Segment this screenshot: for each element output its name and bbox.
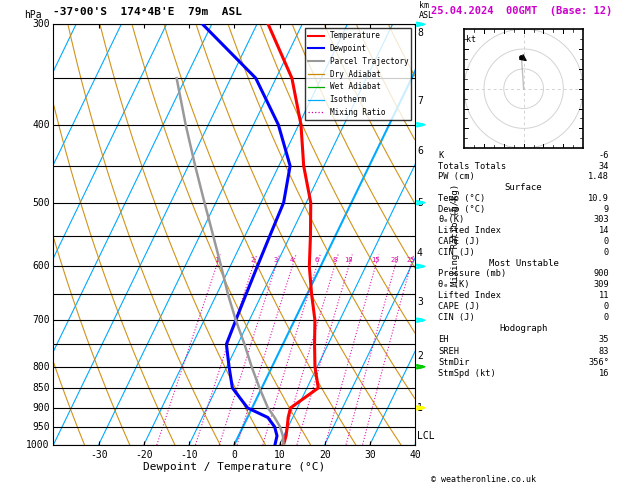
Text: 0: 0 bbox=[604, 248, 609, 257]
Text: 7: 7 bbox=[417, 96, 423, 106]
Text: 0: 0 bbox=[604, 302, 609, 312]
Text: 14: 14 bbox=[599, 226, 609, 235]
Text: K: K bbox=[438, 152, 443, 160]
Text: 16: 16 bbox=[599, 369, 609, 378]
Text: 10.9: 10.9 bbox=[588, 194, 609, 203]
Text: Lifted Index: Lifted Index bbox=[438, 226, 501, 235]
Text: 10: 10 bbox=[345, 257, 353, 263]
Text: 11: 11 bbox=[599, 291, 609, 300]
Text: θₑ(K): θₑ(K) bbox=[438, 215, 465, 225]
Text: 83: 83 bbox=[599, 347, 609, 356]
Text: 900: 900 bbox=[32, 403, 50, 413]
Text: © weatheronline.co.uk: © weatheronline.co.uk bbox=[431, 474, 536, 484]
Text: 3: 3 bbox=[274, 257, 278, 263]
Text: CIN (J): CIN (J) bbox=[438, 313, 475, 322]
Text: 900: 900 bbox=[593, 269, 609, 278]
Text: LCL: LCL bbox=[417, 431, 435, 441]
Text: km
ASL: km ASL bbox=[419, 0, 434, 20]
Text: Pressure (mb): Pressure (mb) bbox=[438, 269, 506, 278]
Text: 500: 500 bbox=[32, 198, 50, 208]
Legend: Temperature, Dewpoint, Parcel Trajectory, Dry Adiabat, Wet Adiabat, Isotherm, Mi: Temperature, Dewpoint, Parcel Trajectory… bbox=[305, 28, 411, 120]
Text: CIN (J): CIN (J) bbox=[438, 248, 475, 257]
Text: 5: 5 bbox=[417, 198, 423, 208]
Text: hPa: hPa bbox=[25, 10, 42, 20]
X-axis label: Dewpoint / Temperature (°C): Dewpoint / Temperature (°C) bbox=[143, 462, 325, 472]
Text: PW (cm): PW (cm) bbox=[438, 173, 475, 181]
Text: StmSpd (kt): StmSpd (kt) bbox=[438, 369, 496, 378]
Text: Most Unstable: Most Unstable bbox=[489, 259, 559, 268]
Text: 850: 850 bbox=[32, 383, 50, 393]
Text: 4: 4 bbox=[290, 257, 294, 263]
Text: 600: 600 bbox=[32, 261, 50, 271]
Text: 300: 300 bbox=[32, 19, 50, 29]
Text: 1: 1 bbox=[417, 403, 423, 413]
Text: 400: 400 bbox=[32, 120, 50, 130]
Text: 6: 6 bbox=[314, 257, 319, 263]
Text: 2: 2 bbox=[251, 257, 255, 263]
Text: EH: EH bbox=[438, 335, 448, 345]
Text: Dewp (°C): Dewp (°C) bbox=[438, 205, 486, 214]
Text: 25: 25 bbox=[406, 257, 415, 263]
Text: kt: kt bbox=[466, 35, 476, 44]
Text: -37°00'S  174°4B'E  79m  ASL: -37°00'S 174°4B'E 79m ASL bbox=[53, 7, 242, 17]
Text: 0: 0 bbox=[604, 237, 609, 246]
Text: 356°: 356° bbox=[588, 358, 609, 367]
Text: Lifted Index: Lifted Index bbox=[438, 291, 501, 300]
Text: 8: 8 bbox=[417, 29, 423, 38]
Text: 34: 34 bbox=[599, 162, 609, 171]
Text: 15: 15 bbox=[371, 257, 380, 263]
Text: Temp (°C): Temp (°C) bbox=[438, 194, 486, 203]
Text: 3: 3 bbox=[417, 297, 423, 307]
Text: CAPE (J): CAPE (J) bbox=[438, 237, 481, 246]
Text: 35: 35 bbox=[599, 335, 609, 345]
Text: 0: 0 bbox=[604, 313, 609, 322]
Text: CAPE (J): CAPE (J) bbox=[438, 302, 481, 312]
Text: SREH: SREH bbox=[438, 347, 459, 356]
Text: 800: 800 bbox=[32, 362, 50, 372]
Text: 950: 950 bbox=[32, 422, 50, 432]
Text: 25.04.2024  00GMT  (Base: 12): 25.04.2024 00GMT (Base: 12) bbox=[431, 5, 612, 16]
Text: 20: 20 bbox=[391, 257, 399, 263]
Text: θₑ (K): θₑ (K) bbox=[438, 280, 470, 290]
Text: Hodograph: Hodograph bbox=[499, 324, 548, 333]
Text: 1000: 1000 bbox=[26, 440, 50, 450]
Text: 1.48: 1.48 bbox=[588, 173, 609, 181]
Text: -6: -6 bbox=[599, 152, 609, 160]
Text: 700: 700 bbox=[32, 315, 50, 325]
Text: Mixing Ratio (g/kg): Mixing Ratio (g/kg) bbox=[452, 183, 460, 286]
Text: StmDir: StmDir bbox=[438, 358, 470, 367]
Text: 6: 6 bbox=[417, 146, 423, 156]
Text: 303: 303 bbox=[593, 215, 609, 225]
Text: Surface: Surface bbox=[505, 183, 542, 192]
Text: 4: 4 bbox=[417, 248, 423, 258]
Text: 8: 8 bbox=[332, 257, 337, 263]
Text: Totals Totals: Totals Totals bbox=[438, 162, 506, 171]
Text: 9: 9 bbox=[604, 205, 609, 214]
Text: 2: 2 bbox=[417, 351, 423, 361]
Text: 309: 309 bbox=[593, 280, 609, 290]
Text: 1: 1 bbox=[214, 257, 218, 263]
